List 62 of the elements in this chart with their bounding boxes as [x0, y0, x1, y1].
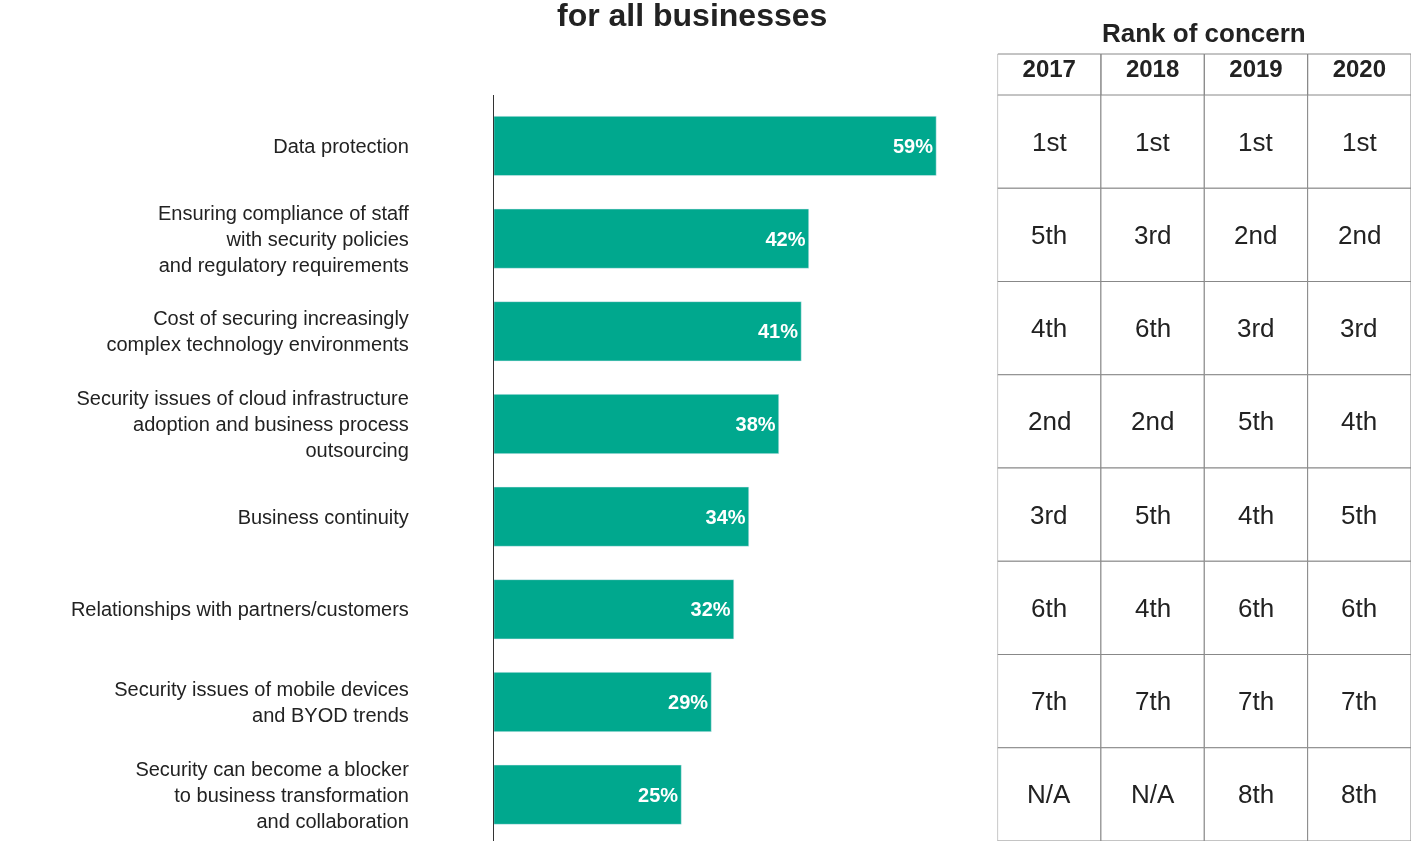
data-label: 32% — [690, 598, 731, 621]
data-label: 2nd — [1338, 220, 1382, 250]
y-tick-label: Security issues of mobile devices and BYOD trends — [114, 677, 409, 726]
data-label: 34% — [705, 505, 746, 528]
bar — [493, 394, 779, 454]
data-label: 4th — [1135, 593, 1172, 623]
data-label: 29% — [668, 690, 709, 713]
data-label: 5th — [1135, 500, 1172, 530]
y-tick-label: Ensuring compliance of staff with security policies and regulatory requirements — [157, 201, 410, 276]
x-tick-label: 2018 — [1125, 55, 1180, 83]
data-label: 4th — [1341, 406, 1378, 436]
data-label: 4th — [1238, 500, 1275, 530]
data-label: 5th — [1031, 220, 1068, 250]
data-label: 5th — [1238, 406, 1275, 436]
bar — [493, 579, 735, 640]
data-label: 4th — [1031, 313, 1068, 343]
data-label: 2nd — [1234, 220, 1278, 250]
chart-title: Rank of concern — [1102, 18, 1306, 48]
bar — [493, 486, 750, 547]
x-tick-label: 2017 — [1022, 55, 1076, 83]
y-tick-label: Relationships with partners/customers — [70, 598, 409, 621]
data-label: 6th — [1031, 593, 1068, 623]
data-label: 6th — [1341, 593, 1378, 623]
data-label: 3rd — [1134, 220, 1172, 250]
data-label: 1st — [1342, 127, 1378, 157]
data-label: 8th — [1238, 779, 1275, 809]
y-tick-label: Data protection — [273, 134, 409, 157]
data-label: 2nd — [1028, 406, 1072, 436]
y-tick-label: Security issues of cloud infrastructure adoption and business process outsourcing — [76, 386, 409, 461]
text: N/A — [1131, 779, 1175, 809]
data-label: 3rd — [1237, 313, 1275, 343]
data-label: 7th — [1135, 686, 1172, 716]
data-label: 7th — [1238, 686, 1275, 716]
data-label: 1st — [1135, 127, 1171, 157]
data-label: 3rd — [1340, 313, 1378, 343]
data-label: 1st — [1238, 127, 1274, 157]
data-label: 25% — [638, 783, 679, 806]
data-label: 2nd — [1131, 406, 1175, 436]
x-tick-label: 2020 — [1332, 55, 1387, 83]
text: N/A — [1027, 779, 1071, 809]
data-label: 38% — [735, 412, 776, 435]
bar — [493, 208, 809, 269]
bar — [493, 301, 802, 362]
data-label: 7th — [1031, 686, 1068, 716]
bar — [493, 672, 712, 732]
y-tick-label: Business continuity — [237, 505, 409, 528]
chart-title: for all businesses — [557, 0, 828, 33]
data-label: 6th — [1135, 313, 1172, 343]
data-label: 59% — [892, 134, 934, 157]
x-tick-label: 2019 — [1229, 55, 1283, 83]
data-label: 5th — [1341, 500, 1378, 530]
bar — [493, 116, 937, 176]
data-label: 41% — [757, 320, 799, 343]
data-label: 6th — [1238, 593, 1275, 623]
bar — [493, 764, 682, 825]
data-label: 7th — [1341, 686, 1378, 716]
data-label: 8th — [1341, 779, 1378, 809]
data-label: 3rd — [1030, 500, 1068, 530]
data-label: 1st — [1032, 127, 1068, 157]
y-tick-label: Security can become a blocker to business transformation and collaboration — [135, 757, 410, 832]
data-label: 42% — [765, 227, 806, 250]
y-tick-label: Cost of securing increasingly complex technology environments — [106, 307, 409, 356]
